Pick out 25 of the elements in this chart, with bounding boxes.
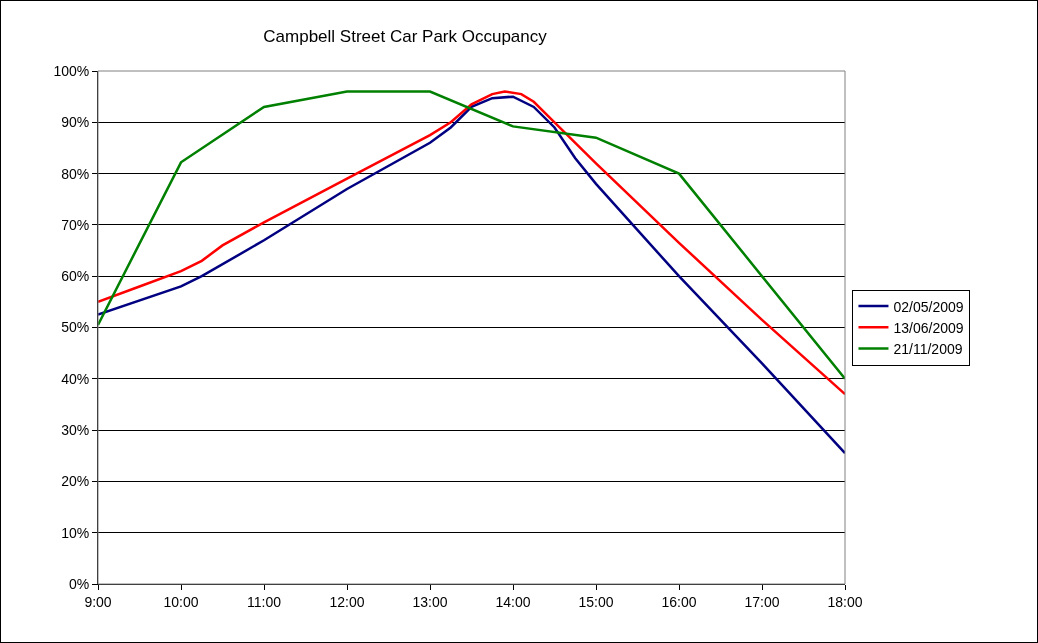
y-tick-label: 60% bbox=[61, 268, 90, 285]
x-tick-label: 11:00 bbox=[247, 593, 282, 610]
legend-label: 02/05/2009 bbox=[893, 298, 964, 315]
y-tick-label: 90% bbox=[61, 114, 90, 131]
legend-label: 13/06/2009 bbox=[893, 319, 964, 336]
x-tick-label: 17:00 bbox=[744, 593, 780, 610]
y-tick-label: 20% bbox=[61, 473, 90, 490]
y-tick-label: 0% bbox=[68, 575, 90, 592]
x-tick-label: 9:00 bbox=[84, 593, 112, 610]
y-tick-label: 50% bbox=[61, 319, 90, 336]
x-tick-label: 10:00 bbox=[163, 593, 199, 610]
x-tick-label: 15:00 bbox=[578, 593, 614, 610]
y-tick-label: 100% bbox=[53, 62, 90, 79]
x-tick-label: 14:00 bbox=[495, 593, 531, 610]
x-tick-label: 16:00 bbox=[661, 593, 697, 610]
legend-label: 21/11/2009 bbox=[893, 340, 963, 357]
y-tick-label: 40% bbox=[61, 370, 90, 387]
x-tick-label: 13:00 bbox=[412, 593, 448, 610]
y-tick-label: 30% bbox=[61, 422, 90, 438]
y-tick-label: 10% bbox=[61, 524, 90, 541]
y-tick-label: 70% bbox=[61, 216, 90, 233]
y-tick-label: 80% bbox=[61, 165, 90, 182]
chart-title: Campbell Street Car Park Occupancy bbox=[263, 26, 548, 46]
x-tick-label: 12:00 bbox=[329, 593, 365, 610]
x-tick-label: 18:00 bbox=[827, 593, 863, 610]
